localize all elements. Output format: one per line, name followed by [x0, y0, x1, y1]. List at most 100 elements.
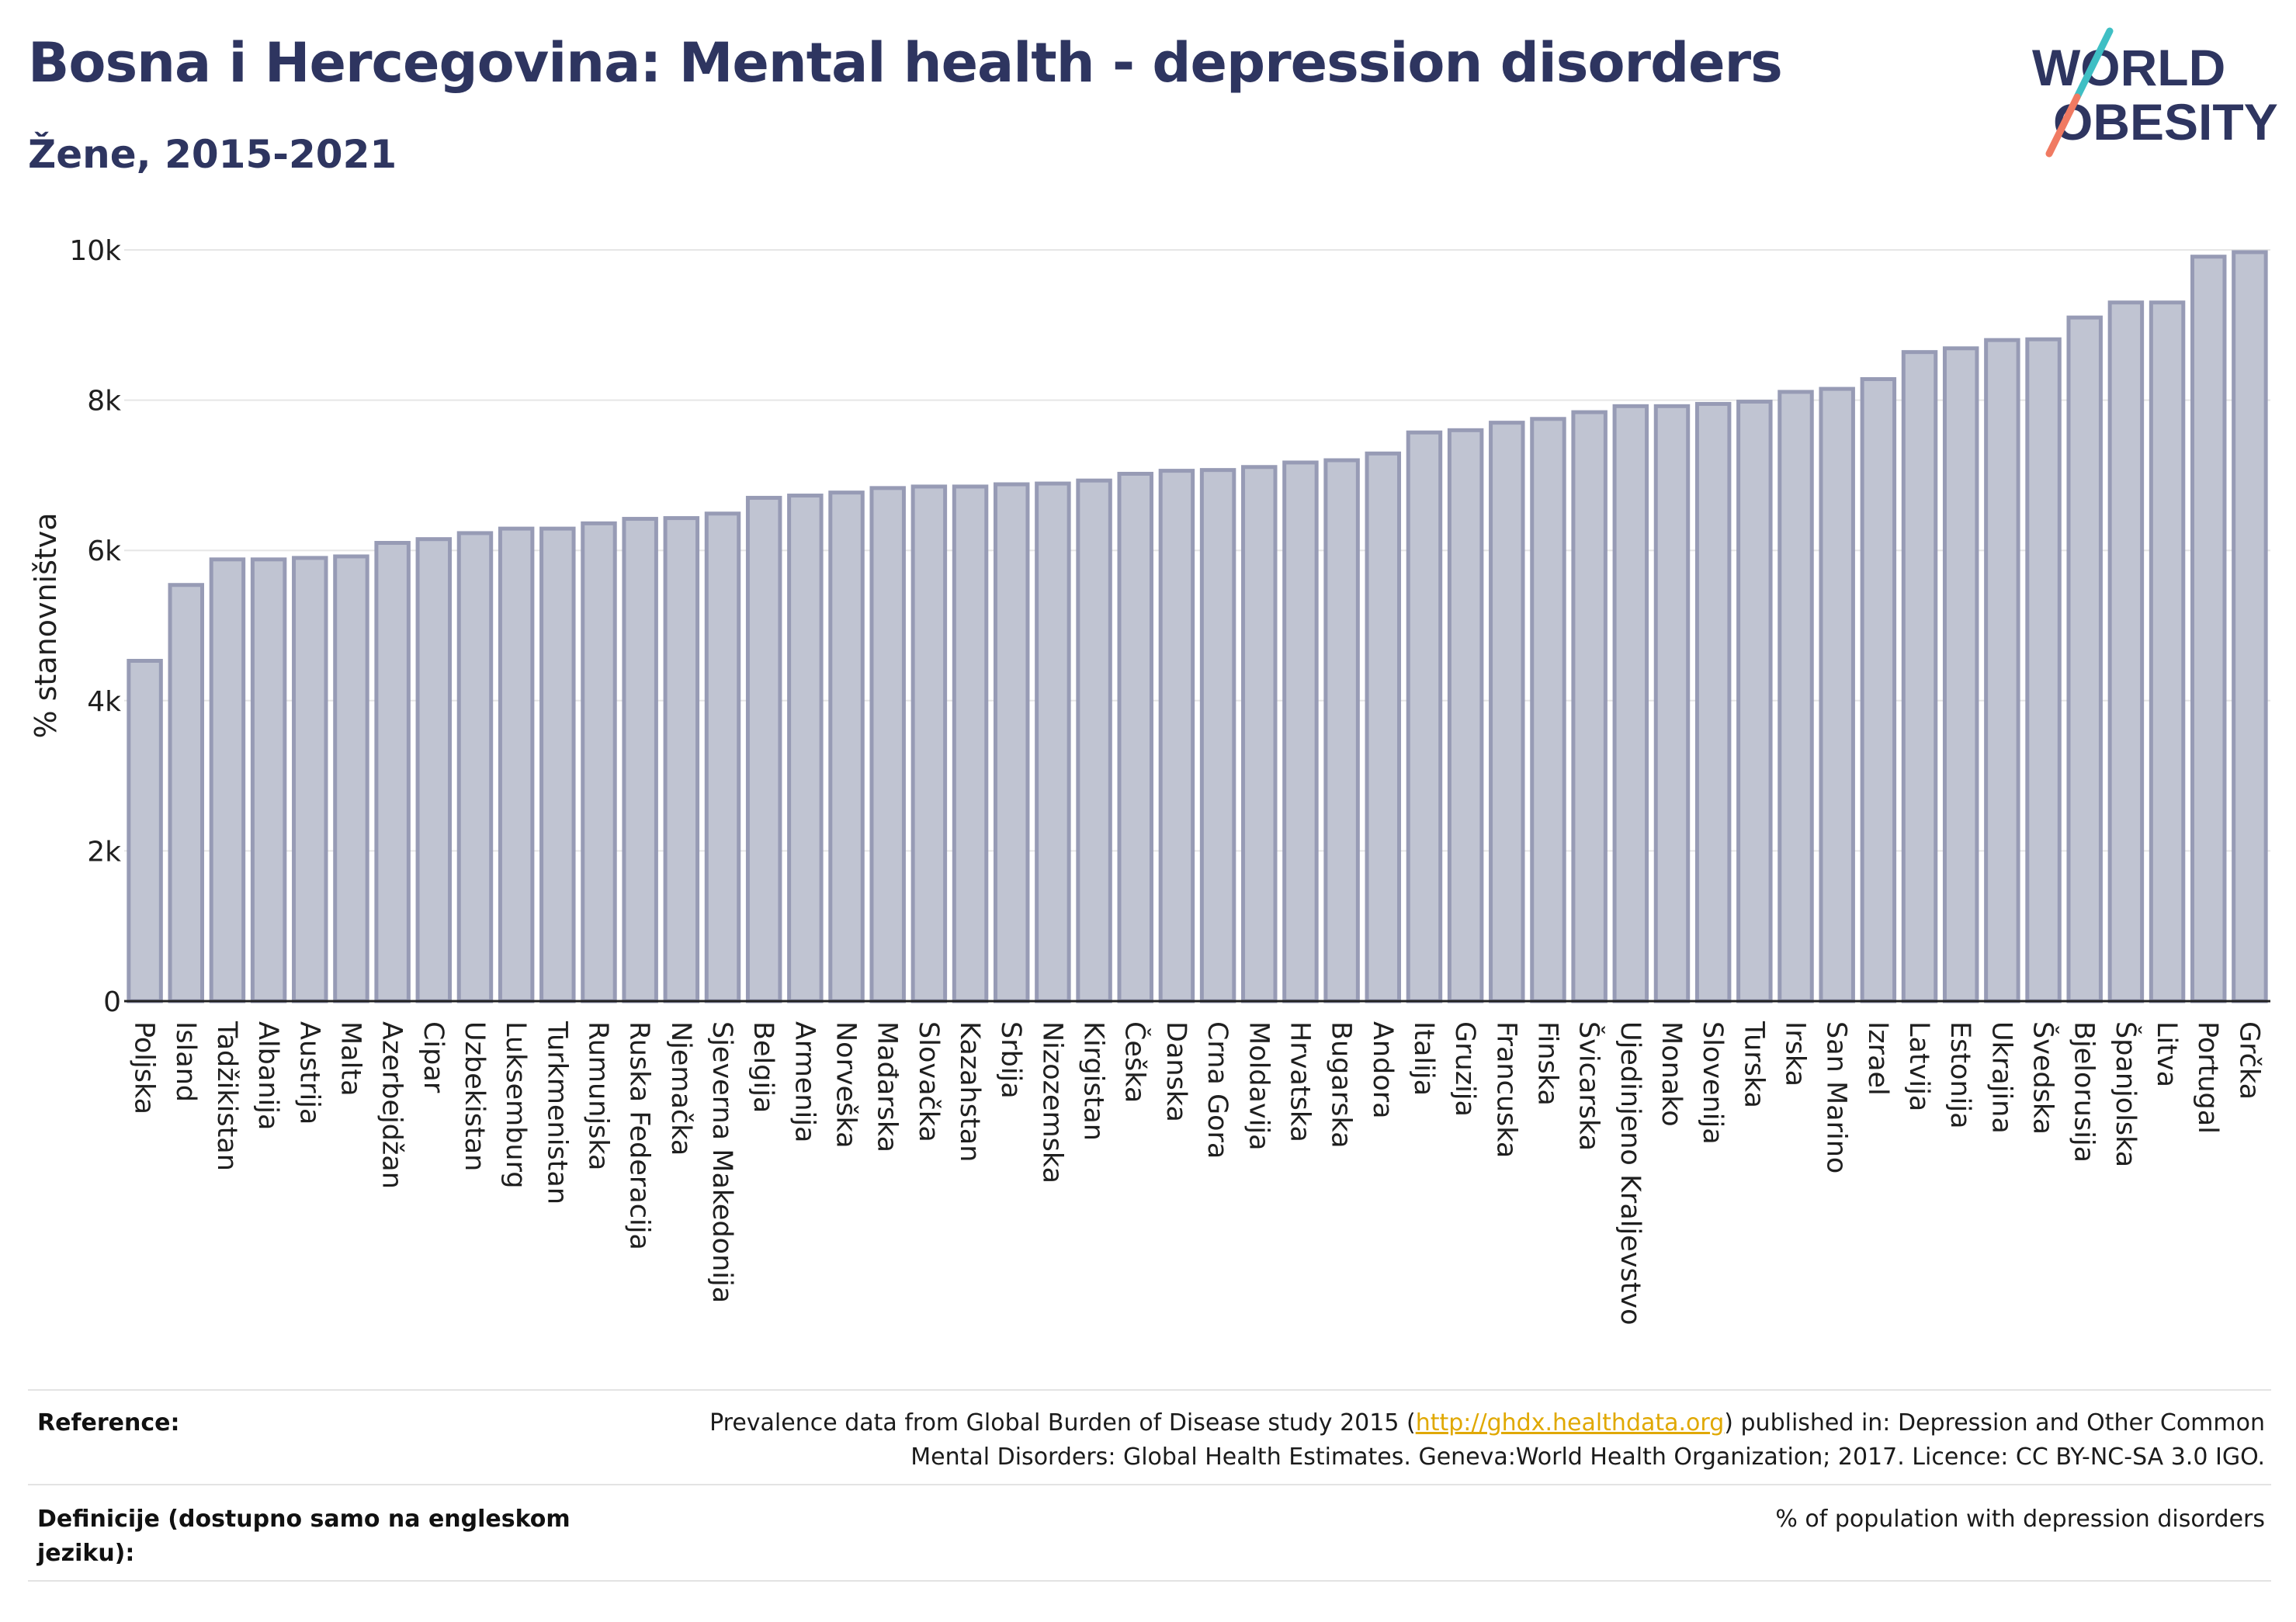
definition-text: % of population with depression disorder… [1775, 1506, 2265, 1533]
x-tick-label: Norveška [831, 1021, 862, 1149]
x-tick-label: Monako [1656, 1021, 1687, 1127]
world-obesity-logo: WORLD OBESITY [2032, 27, 2278, 158]
x-tick-label: Luksemburg [500, 1021, 531, 1189]
bar[interactable] [539, 526, 576, 1003]
bar[interactable] [250, 557, 287, 1003]
bar[interactable] [2025, 337, 2062, 1003]
bar[interactable] [374, 541, 411, 1003]
x-tick-label: Švedska [2027, 1021, 2060, 1135]
x-tick-label: Rumunjska [582, 1021, 613, 1170]
bar-chart: 0 2k 4k 6k 8k 10k Poljska Island Tadžikistan Alb… [29, 235, 2270, 1326]
bar[interactable] [828, 490, 865, 1003]
reference-line1-after: ) published in: Depression and Other Com… [1724, 1409, 2265, 1437]
bar[interactable] [2149, 300, 2186, 1003]
bar[interactable] [1777, 390, 1814, 1003]
bar[interactable] [1984, 338, 2020, 1003]
x-tick-label: Andora [1367, 1021, 1398, 1119]
x-tick-label: Ruska Federacija [624, 1021, 655, 1250]
x-axis-labels: Poljska Island Tadžikistan Albanija Austrija… [129, 1021, 2265, 1326]
chart-subtitle: Žene, 2015-2021 [28, 132, 397, 177]
bar[interactable] [745, 495, 782, 1003]
bar[interactable] [1942, 346, 1979, 1003]
x-tick-label: Armenija [789, 1021, 820, 1142]
bar[interactable] [1199, 468, 1236, 1003]
bar[interactable] [1323, 458, 1360, 1003]
x-tick-label: Estonija [1944, 1021, 1975, 1129]
x-tick-label: Grčka [2233, 1021, 2264, 1100]
x-tick-label: Kirgistan [1078, 1021, 1109, 1141]
x-tick-label: Latvija [1903, 1021, 1934, 1111]
x-tick-label: Ukrajina [1986, 1021, 2017, 1134]
bar[interactable] [1694, 401, 1732, 1003]
bar[interactable] [1282, 460, 1319, 1003]
bar[interactable] [1653, 404, 1691, 1003]
bar[interactable] [1035, 481, 1071, 1003]
bar[interactable] [910, 484, 948, 1003]
y-tick-label: 10k [69, 235, 121, 267]
x-tick-label: Njemačka [665, 1021, 696, 1156]
reference-text: Prevalence data from Global Burden of Di… [709, 1406, 2265, 1475]
x-tick-label: Austrija [293, 1021, 324, 1125]
bar[interactable] [869, 486, 906, 1003]
bar[interactable] [1819, 386, 1855, 1003]
bar[interactable] [1530, 417, 1566, 1003]
bar[interactable] [2190, 255, 2227, 1003]
bar[interactable] [333, 554, 369, 1003]
x-tick-label: Hrvatska [1284, 1021, 1315, 1142]
x-tick-label: Sjeverna Makedonija [706, 1021, 737, 1303]
x-tick-label: Italija [1408, 1021, 1439, 1096]
x-tick-label: Gruzija [1449, 1021, 1480, 1117]
bar[interactable] [1860, 376, 1897, 1003]
bar[interactable] [787, 494, 824, 1003]
bar[interactable] [1365, 451, 1402, 1003]
bar[interactable] [1901, 350, 1938, 1003]
bar[interactable] [622, 517, 658, 1003]
bar[interactable] [1158, 469, 1195, 1003]
bar[interactable] [456, 531, 494, 1003]
x-tick-label: Srbija [995, 1021, 1026, 1099]
bar[interactable] [1117, 471, 1153, 1003]
x-tick-label: Turska [1738, 1021, 1769, 1108]
bar[interactable] [209, 557, 246, 1003]
x-tick-label: Tadžikistan [211, 1021, 242, 1171]
x-tick-label: Nizozemska [1036, 1021, 1067, 1184]
bar[interactable] [704, 511, 741, 1003]
bar[interactable] [1241, 465, 1278, 1003]
bar[interactable] [581, 521, 617, 1003]
x-tick-label: Cipar [418, 1021, 449, 1093]
bar[interactable] [1406, 430, 1443, 1003]
x-tick-label: Crna Gora [1202, 1021, 1233, 1159]
reference-link[interactable]: http://ghdx.healthdata.org [1415, 1409, 1725, 1437]
bar[interactable] [1612, 404, 1649, 1003]
x-tick-label: Izrael [1862, 1021, 1893, 1096]
x-tick-label: Azerbejdžan [376, 1021, 408, 1189]
reference-label: Reference: [37, 1409, 180, 1437]
bar[interactable] [292, 556, 328, 1003]
logo-slash-bottom [2045, 93, 2081, 158]
bar[interactable] [1447, 428, 1484, 1003]
bar[interactable] [2232, 250, 2268, 1003]
x-tick-label: Bjelorusija [2069, 1021, 2100, 1163]
bar[interactable] [952, 484, 989, 1003]
bar[interactable] [1736, 400, 1773, 1003]
bar[interactable] [1076, 478, 1112, 1003]
bar[interactable] [1489, 421, 1525, 1003]
x-tick-label: Moldavija [1243, 1021, 1274, 1151]
bar[interactable] [2066, 315, 2103, 1003]
logo-word-bottom: OBESITY [2053, 93, 2278, 151]
bar[interactable] [415, 537, 453, 1003]
bar[interactable] [127, 658, 163, 1003]
bars [127, 250, 2268, 1003]
bar[interactable] [168, 583, 204, 1003]
y-tick-label: 0 [103, 986, 121, 1018]
x-tick-label: Španjolska [2110, 1021, 2142, 1167]
bar[interactable] [1571, 410, 1608, 1003]
bar[interactable] [498, 526, 535, 1003]
bar[interactable] [2107, 300, 2145, 1003]
x-tick-label: Finska [1531, 1021, 1562, 1106]
x-tick-label: Bugarska [1326, 1021, 1357, 1149]
bar[interactable] [663, 516, 700, 1003]
x-tick-label: Ujedinjeno Kraljevstvo [1614, 1021, 1646, 1326]
bar[interactable] [993, 482, 1030, 1003]
x-tick-label: Malta [335, 1021, 366, 1097]
